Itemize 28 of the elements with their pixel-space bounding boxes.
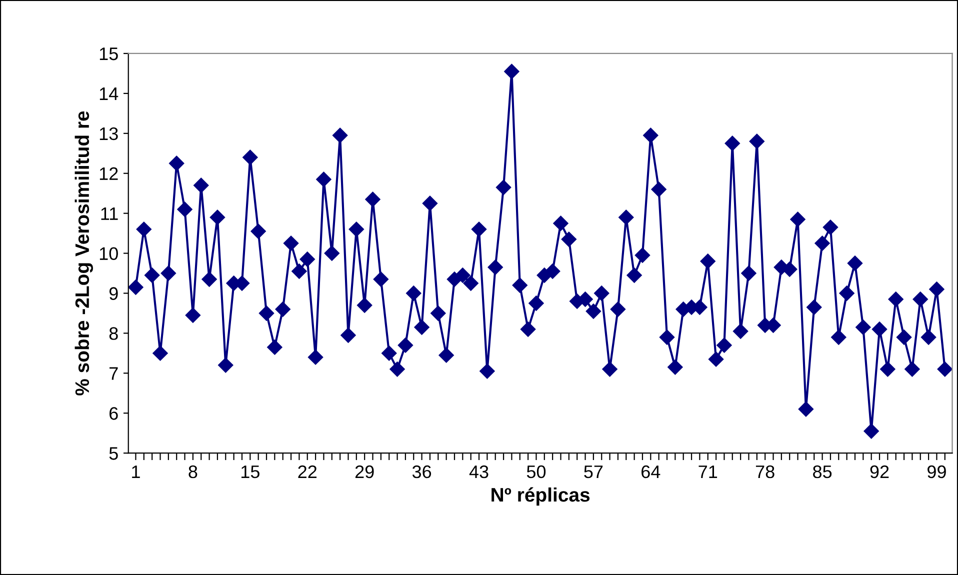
y-tick-label: 15 <box>100 48 118 60</box>
x-tick-label: 57 <box>584 466 603 478</box>
x-axis-title: Nº réplicas <box>492 487 590 506</box>
x-tick-label: 92 <box>870 465 889 478</box>
y-tick-label: 14 <box>100 88 118 100</box>
x-tick-label: 1 <box>132 466 140 478</box>
x-tick-label: 78 <box>756 465 774 478</box>
y-tick-label: 12 <box>100 167 118 180</box>
x-tick-label: 29 <box>355 465 374 478</box>
x-tick-label: 15 <box>241 466 260 478</box>
y-tick-label: 10 <box>100 247 118 260</box>
y-tick-label: 11 <box>101 207 118 220</box>
y-tick-label: 5 <box>109 447 118 460</box>
y-axis-title: % sobre -2Log Verosimilitud re <box>74 111 94 396</box>
y-tick-label: 13 <box>100 127 118 140</box>
y-tick-label: 6 <box>110 407 118 420</box>
x-tick-label: 22 <box>298 465 317 478</box>
y-tick-label: 7 <box>110 367 118 380</box>
x-tick-label: 8 <box>188 465 198 478</box>
x-tick-label: 71 <box>698 466 718 478</box>
x-tick-label: 99 <box>928 465 946 478</box>
y-tick-label: 9 <box>109 287 118 300</box>
x-tick-label: 43 <box>469 465 488 478</box>
y-tick-label: 8 <box>109 327 118 340</box>
x-tick-label: 85 <box>813 465 832 478</box>
x-tick-label: 64 <box>642 465 660 478</box>
x-tick-label: 50 <box>526 465 546 478</box>
x-tick-label: 36 <box>412 465 432 478</box>
